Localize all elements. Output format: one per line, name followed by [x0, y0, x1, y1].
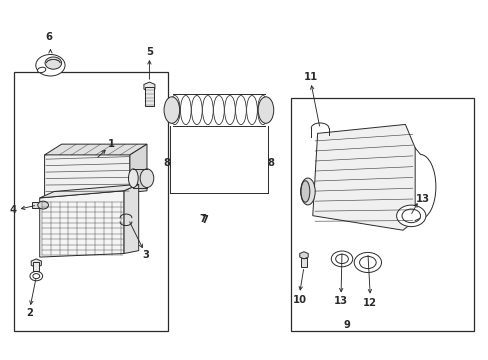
- Circle shape: [330, 251, 352, 267]
- Ellipse shape: [140, 169, 154, 188]
- Circle shape: [401, 209, 420, 223]
- Circle shape: [45, 57, 61, 69]
- Ellipse shape: [224, 95, 235, 125]
- Polygon shape: [44, 144, 147, 155]
- Bar: [145, 87, 154, 107]
- Polygon shape: [143, 82, 155, 91]
- Bar: [33, 262, 39, 271]
- Ellipse shape: [202, 95, 213, 125]
- Text: 7: 7: [199, 215, 206, 224]
- Text: 12: 12: [363, 298, 377, 308]
- Ellipse shape: [258, 97, 273, 123]
- Text: 2: 2: [26, 309, 33, 318]
- Circle shape: [36, 54, 65, 76]
- Bar: [290, 98, 473, 330]
- Polygon shape: [40, 191, 124, 257]
- Bar: [14, 72, 167, 330]
- Text: 7: 7: [201, 215, 207, 225]
- Text: 5: 5: [145, 46, 153, 57]
- Text: 9: 9: [343, 320, 349, 330]
- Polygon shape: [124, 184, 139, 253]
- Text: 4: 4: [9, 205, 17, 215]
- Text: 8: 8: [163, 158, 170, 168]
- Text: 3: 3: [142, 250, 149, 260]
- Ellipse shape: [246, 95, 257, 125]
- Polygon shape: [312, 125, 414, 230]
- Circle shape: [38, 201, 48, 209]
- Polygon shape: [40, 184, 139, 198]
- Ellipse shape: [213, 95, 224, 125]
- Text: 13: 13: [415, 194, 429, 204]
- Polygon shape: [44, 146, 130, 198]
- Ellipse shape: [163, 97, 179, 123]
- Text: 10: 10: [292, 295, 306, 305]
- Ellipse shape: [169, 95, 180, 125]
- Ellipse shape: [128, 169, 138, 188]
- Circle shape: [353, 252, 381, 273]
- Ellipse shape: [235, 95, 246, 125]
- Ellipse shape: [191, 95, 202, 125]
- Text: 13: 13: [333, 296, 347, 306]
- Circle shape: [396, 205, 425, 226]
- Polygon shape: [31, 259, 41, 267]
- Bar: [32, 202, 40, 208]
- Ellipse shape: [257, 95, 268, 125]
- Circle shape: [335, 254, 347, 264]
- Text: 1: 1: [108, 139, 115, 149]
- Text: 8: 8: [267, 158, 274, 168]
- Bar: [300, 258, 307, 267]
- Text: 11: 11: [303, 72, 317, 82]
- Text: 6: 6: [45, 32, 52, 41]
- Ellipse shape: [180, 95, 191, 125]
- Polygon shape: [130, 144, 147, 193]
- Circle shape: [359, 256, 375, 269]
- Polygon shape: [299, 252, 307, 259]
- Ellipse shape: [300, 178, 315, 205]
- Ellipse shape: [301, 181, 309, 202]
- Ellipse shape: [38, 67, 46, 73]
